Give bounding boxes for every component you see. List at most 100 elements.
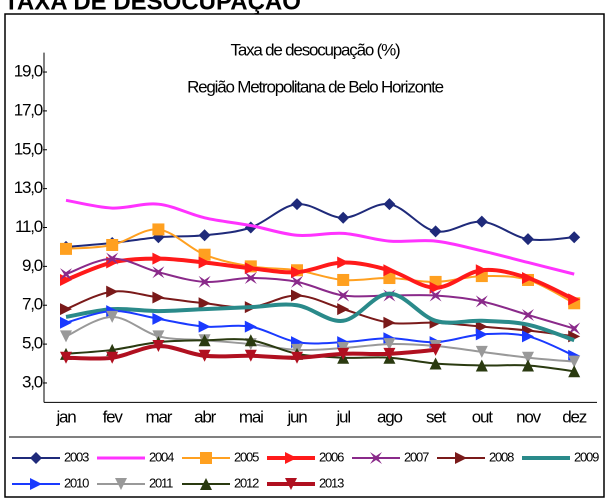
- series-line: [65, 256, 576, 302]
- marker: [244, 262, 257, 275]
- marker: [429, 343, 442, 356]
- marker: [152, 312, 165, 325]
- x-tick-label: mar: [146, 407, 173, 426]
- marker: [383, 198, 396, 211]
- x-tick-label: jan: [55, 407, 76, 426]
- marker: [198, 275, 211, 288]
- y-tick-label: 15,0: [14, 139, 43, 158]
- marker: [337, 256, 350, 269]
- marker: [198, 349, 211, 362]
- marker: [522, 351, 534, 364]
- legend-label: 2007: [404, 449, 429, 464]
- y-tick-label: 5,0: [22, 334, 43, 353]
- x-tick-label: abr: [194, 407, 217, 426]
- x-tick-label: nov: [516, 407, 542, 426]
- marker: [568, 355, 581, 368]
- marker: [198, 256, 211, 269]
- marker: [291, 266, 303, 279]
- marker: [60, 242, 72, 255]
- marker: [475, 359, 488, 372]
- marker: [198, 248, 211, 261]
- y-tick-label: 9,0: [22, 256, 43, 275]
- marker: [291, 275, 303, 288]
- x-tick-label: ago: [377, 407, 403, 426]
- marker: [475, 264, 488, 277]
- marker: [60, 351, 72, 364]
- series-line: [65, 198, 575, 276]
- marker: [115, 478, 127, 490]
- series-line: [65, 257, 575, 330]
- series-line: [65, 203, 575, 248]
- marker: [383, 338, 396, 351]
- x-tick-label: dez: [562, 407, 587, 426]
- marker: [475, 295, 488, 308]
- marker: [429, 289, 442, 302]
- y-tick-label: 7,0: [22, 295, 43, 314]
- marker: [244, 334, 257, 347]
- marker: [60, 316, 72, 329]
- marker: [429, 357, 442, 370]
- marker: [106, 285, 119, 298]
- marker: [152, 340, 165, 353]
- legend-label: 2003: [64, 449, 89, 464]
- marker: [337, 347, 350, 360]
- marker: [106, 351, 119, 364]
- marker: [106, 252, 119, 265]
- marker: [475, 345, 488, 358]
- marker: [152, 252, 165, 265]
- marker: [198, 297, 211, 310]
- legend-label: 2013: [319, 475, 344, 490]
- y-tick-label: 17,0: [14, 100, 43, 119]
- marker: [568, 322, 581, 335]
- x-tick-label: jun: [286, 407, 307, 426]
- marker: [291, 289, 303, 302]
- marker: [337, 303, 350, 316]
- marker: [522, 272, 534, 285]
- marker: [106, 238, 119, 251]
- marker: [383, 347, 396, 360]
- marker: [429, 225, 442, 238]
- marker: [30, 478, 42, 490]
- marker: [200, 452, 212, 464]
- marker: [200, 478, 212, 490]
- marker: [106, 310, 119, 323]
- chart-subtitle: Região Metropolitana de Belo Horizonte: [187, 77, 444, 96]
- marker: [522, 308, 534, 321]
- marker: [60, 268, 72, 281]
- x-tick-label: mai: [239, 407, 263, 426]
- marker: [198, 334, 211, 347]
- marker: [291, 198, 303, 211]
- legend-label: 2006: [319, 449, 344, 464]
- x-tick-label: out: [472, 407, 494, 426]
- marker: [291, 351, 303, 364]
- marker: [337, 211, 350, 224]
- marker: [244, 320, 257, 333]
- series-line: [65, 291, 575, 343]
- y-tick-label: 19,0: [14, 62, 43, 81]
- series-line: [65, 315, 575, 363]
- legend-label: 2005: [234, 449, 259, 464]
- legend-label: 2012: [234, 475, 259, 490]
- marker: [198, 229, 211, 242]
- legend-label: 2008: [489, 449, 514, 464]
- marker: [522, 330, 534, 343]
- y-tick-label: 11,0: [15, 217, 43, 236]
- marker: [522, 233, 534, 246]
- marker: [522, 359, 534, 372]
- marker: [244, 349, 257, 362]
- marker: [455, 452, 467, 464]
- legend-label: 2009: [574, 449, 599, 464]
- marker: [475, 320, 488, 333]
- marker: [337, 273, 350, 286]
- marker: [475, 215, 488, 228]
- marker: [30, 452, 42, 464]
- marker: [568, 231, 581, 244]
- marker: [429, 281, 442, 294]
- marker: [285, 478, 297, 490]
- marker: [370, 452, 382, 464]
- marker: [198, 320, 211, 333]
- x-tick-label: jul: [335, 407, 350, 426]
- marker: [568, 293, 581, 306]
- marker: [285, 452, 297, 464]
